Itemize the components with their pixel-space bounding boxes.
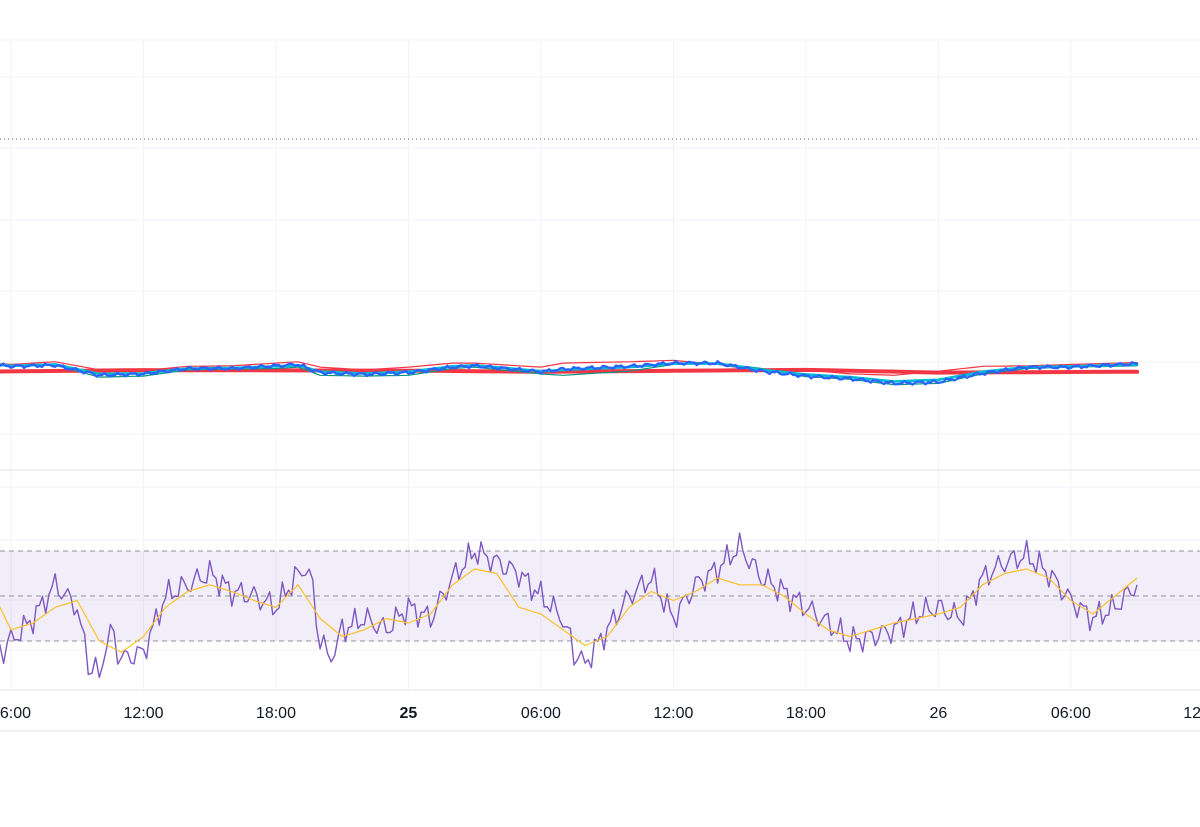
time-axis-tick-label: 06:00 <box>1051 705 1091 722</box>
time-axis-tick-label: 12:00 <box>123 705 163 722</box>
oscillator-series-line-1[interactable] <box>0 532 1138 679</box>
time-axis-tick-label: 18:00 <box>256 705 296 722</box>
time-axis-tick-label: 25 <box>400 705 418 722</box>
time-axis-tick-label: 12:00 <box>1183 705 1200 722</box>
time-axis-tick-label: 18:00 <box>786 705 826 722</box>
time-axis-tick-label: 06:00 <box>521 705 561 722</box>
oscillator-series-line-2[interactable] <box>0 551 1138 653</box>
price-series-line-5[interactable] <box>0 359 1139 386</box>
time-axis[interactable]: 06:00 12:00 18:00 25 06:00 12:00 18:00 26 06:00 1… <box>0 689 1200 732</box>
time-axis-tick-label: 12:00 <box>653 705 693 722</box>
time-axis-tick-label: 26 <box>929 705 947 722</box>
time-axis-tick-label: 06:00 <box>0 705 31 722</box>
price-pane[interactable] <box>0 359 1140 386</box>
oscillator-pane[interactable] <box>0 532 1200 679</box>
price-series-line-3[interactable] <box>0 359 1138 376</box>
